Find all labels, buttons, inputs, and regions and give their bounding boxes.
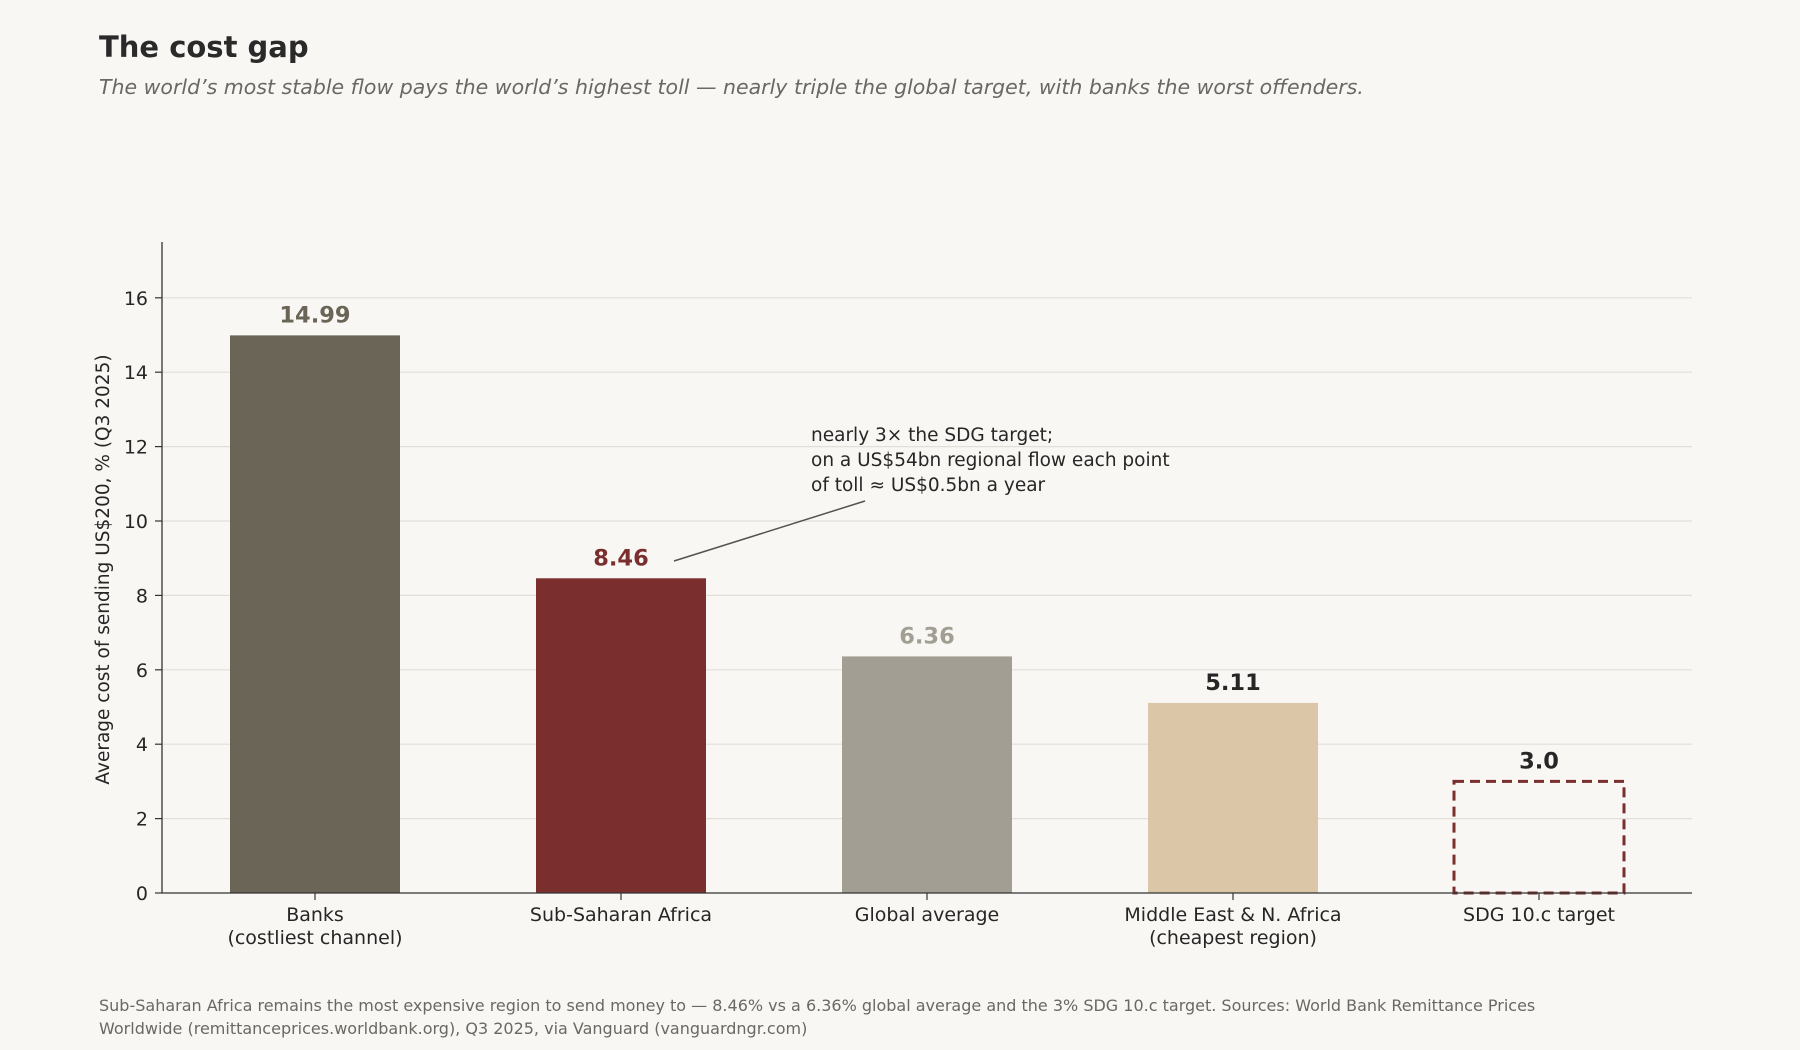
- chart-title: The cost gap: [99, 30, 309, 64]
- bar-value-label: 5.11: [1205, 670, 1261, 696]
- annotation-line: nearly 3× the SDG target;: [811, 425, 1053, 446]
- y-axis: 0 2 4 6 8 10 12 14 16: [124, 242, 163, 905]
- x-axis: Banks (costliest channel) Sub-Saharan Afri…: [162, 892, 1692, 949]
- bar: [1148, 702, 1318, 893]
- bar-value-label: 6.36: [899, 623, 955, 649]
- annotation: nearly 3× the SDG target; on a US$54bn re…: [673, 425, 1170, 562]
- bar-value-label: 8.46: [593, 545, 649, 571]
- chart-subtitle: The world’s most stable flow pays the wo…: [99, 75, 1364, 99]
- x-tick-label-line: (costliest channel): [227, 927, 402, 949]
- y-tick-label: 14: [124, 362, 148, 384]
- x-tick-label: Banks (costliest channel): [227, 904, 402, 949]
- y-tick-label: 2: [136, 809, 148, 831]
- y-tick-label: 12: [124, 437, 148, 459]
- x-tick-label: SDG 10.c target: [1463, 904, 1615, 926]
- bar: [230, 335, 400, 893]
- x-tick-label-line: Middle East & N. Africa: [1124, 904, 1341, 926]
- x-tick-label-line: SDG 10.c target: [1463, 904, 1615, 926]
- y-tick-label: 16: [124, 288, 148, 310]
- annotation-line: of toll ≈ US$0.5bn a year: [811, 475, 1046, 496]
- y-tick-label: 6: [136, 660, 148, 682]
- y-tick-label: 10: [124, 511, 148, 533]
- bar-value-label: 3.0: [1519, 748, 1559, 774]
- annotation-line: on a US$54bn regional flow each point: [811, 450, 1170, 471]
- y-tick-label: 4: [136, 734, 148, 756]
- y-axis-label: Average cost of sending US$200, % (Q3 20…: [93, 354, 114, 784]
- y-tick-label: 0: [136, 883, 148, 905]
- x-tick-label-line: Banks: [286, 904, 344, 926]
- x-tick-label-line: (cheapest region): [1149, 927, 1317, 949]
- y-tick-label: 8: [136, 585, 148, 607]
- source-footnote: Sub-Saharan Africa remains the most expe…: [99, 996, 1536, 1038]
- x-tick-label: Middle East & N. Africa (cheapest region): [1124, 904, 1341, 949]
- bars: 14.99 8.46 6.36 5.11 3.0: [230, 302, 1626, 895]
- x-tick-label: Sub-Saharan Africa: [530, 904, 712, 926]
- x-tick-label-line: Sub-Saharan Africa: [530, 904, 712, 926]
- annotation-pointer: [673, 500, 866, 562]
- x-tick-label-line: Global average: [855, 904, 999, 926]
- target-bar: [1452, 779, 1626, 895]
- bar-value-label: 14.99: [279, 302, 350, 328]
- annotation-text: nearly 3× the SDG target; on a US$54bn re…: [811, 425, 1170, 496]
- bar: [842, 656, 1012, 893]
- bar: [536, 578, 706, 893]
- x-tick-label: Global average: [855, 904, 999, 926]
